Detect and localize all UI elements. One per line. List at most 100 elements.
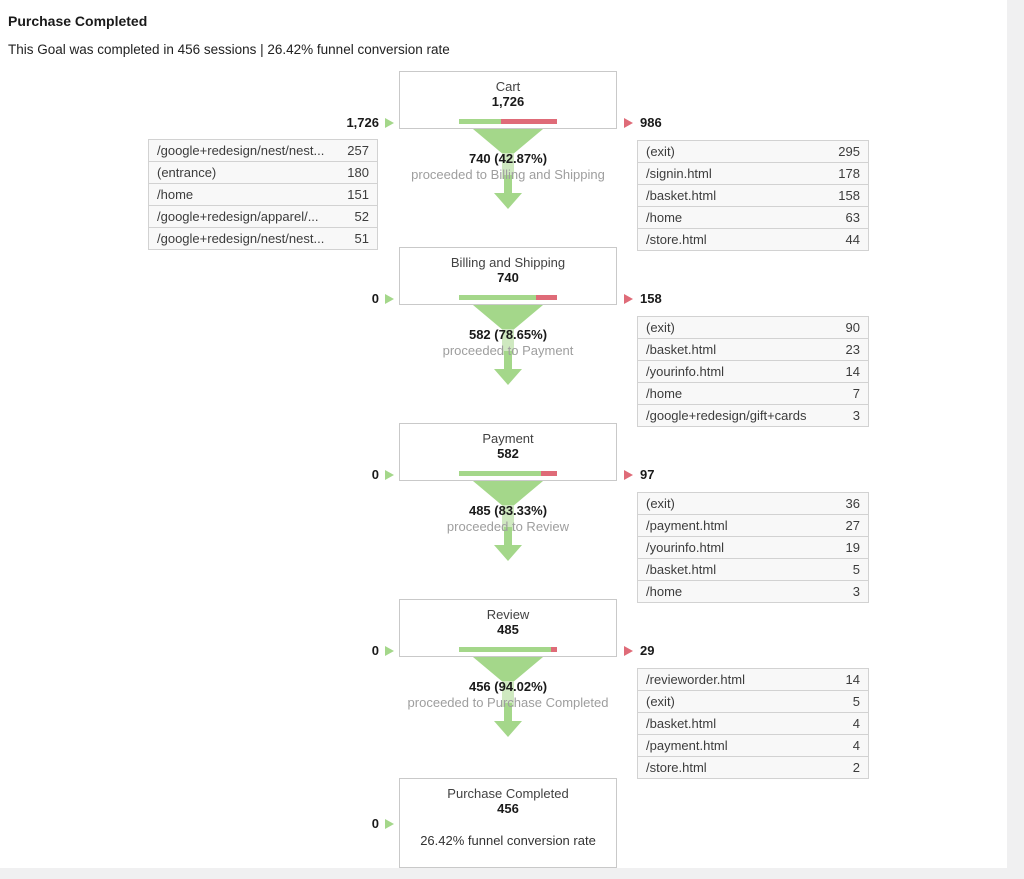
table-row: /store.html 2 <box>638 756 868 778</box>
row-label: /payment.html <box>646 738 728 753</box>
step-value: 1,726 <box>491 94 525 109</box>
row-value: 90 <box>845 320 860 335</box>
row-value: 52 <box>354 209 369 224</box>
exit-count: 97 <box>640 467 655 482</box>
row-label: /google+redesign/nest/nest... <box>157 143 325 158</box>
row-value: 180 <box>347 165 369 180</box>
inflow-count: 1,726 <box>346 115 379 130</box>
proceed-summary: 456 (94.02%) proceeded to Purchase Comple… <box>378 679 638 710</box>
bar-red-segment <box>536 295 557 300</box>
step-progress-bar <box>459 119 557 124</box>
funnel-arrow-icon <box>468 481 548 561</box>
bar-green-segment <box>459 647 552 652</box>
row-value: 36 <box>845 496 860 511</box>
row-label: /signin.html <box>646 166 712 181</box>
proceed-summary: 582 (78.65%) proceeded to Payment <box>378 327 638 358</box>
conversion-note: 26.42% funnel conversion rate <box>420 833 596 848</box>
inflow-marker: 0 <box>280 643 394 659</box>
exit-count: 29 <box>640 643 655 658</box>
table-row: (entrance) 180 <box>149 161 377 183</box>
row-value: 14 <box>845 672 860 687</box>
exit-table: (exit) 36/payment.html 27/yourinfo.html 19/… <box>637 492 869 603</box>
row-label: /basket.html <box>646 188 717 203</box>
row-value: 295 <box>838 144 860 159</box>
table-row: /payment.html 27 <box>638 514 868 536</box>
bar-red-segment <box>540 471 557 476</box>
step-name: Billing and Shipping <box>450 255 566 270</box>
inflow-marker: 0 <box>280 291 394 307</box>
page-title: Purchase Completed <box>8 13 148 29</box>
step-progress-bar <box>459 647 557 652</box>
inflow-marker: 1,726 <box>280 115 394 131</box>
row-value: 27 <box>845 518 860 533</box>
row-label: (entrance) <box>157 165 217 180</box>
exit-table: (exit) 90/basket.html 23/yourinfo.html 14/h… <box>637 316 869 427</box>
proceed-count: 456 (94.02%) <box>468 679 548 694</box>
row-label: /basket.html <box>646 342 717 357</box>
exit-marker: 29 <box>624 643 654 659</box>
table-row: /signin.html 178 <box>638 162 868 184</box>
proceed-count: 582 (78.65%) <box>468 327 548 342</box>
bar-red-segment <box>551 647 557 652</box>
table-row: /google+redesign/apparel/... 52 <box>149 205 377 227</box>
row-label: /yourinfo.html <box>646 364 725 379</box>
bar-green-segment <box>459 119 501 124</box>
inflow-arrow-icon <box>385 118 394 128</box>
table-row: (exit) 295 <box>638 140 868 162</box>
step-progress-bar <box>459 295 557 300</box>
exit-marker: 986 <box>624 115 662 131</box>
row-value: 23 <box>845 342 860 357</box>
inflow-arrow-icon <box>385 294 394 304</box>
bottom-gutter <box>0 868 1024 879</box>
funnel-step-box: Payment 582 <box>399 423 617 481</box>
exit-table: /revieworder.html 14 (exit) 5/basket.html 4/… <box>637 668 869 779</box>
row-label: /home <box>646 386 683 401</box>
table-row: /store.html 44 <box>638 228 868 250</box>
funnel-step-box: Review 485 <box>399 599 617 657</box>
table-row: (exit) 90 <box>638 316 868 338</box>
row-label: /store.html <box>646 760 707 775</box>
row-value: 178 <box>838 166 860 181</box>
table-row: /home 3 <box>638 580 868 602</box>
row-value: 44 <box>845 232 860 247</box>
step-name: Review <box>486 607 530 622</box>
table-row: /basket.html 5 <box>638 558 868 580</box>
inflow-marker: 0 <box>280 816 394 832</box>
row-value: 14 <box>845 364 860 379</box>
proceed-summary: 740 (42.87%) proceeded to Billing and Shi… <box>378 151 638 182</box>
step-progress-bar <box>459 471 557 476</box>
row-label: /home <box>646 584 683 599</box>
inflow-arrow-icon <box>385 819 394 829</box>
row-label: /basket.html <box>646 562 717 577</box>
inflow-arrow-icon <box>385 470 394 480</box>
table-row: /basket.html 4 <box>638 712 868 734</box>
row-value: 2 <box>852 760 860 775</box>
row-label: (exit) <box>646 320 675 335</box>
row-value: 5 <box>852 562 860 577</box>
inflow-count: 0 <box>371 643 379 658</box>
row-label: /google+redesign/nest/nest... <box>157 231 325 246</box>
funnel-arrow-icon <box>468 657 548 737</box>
inflow-count: 0 <box>371 291 379 306</box>
entrance-table: /google+redesign/nest/nest... 257 (entranc… <box>148 139 378 250</box>
row-label: /google+redesign/gift+cards <box>646 408 807 423</box>
row-value: 19 <box>845 540 860 555</box>
goal-summary: This Goal was completed in 456 sessions … <box>8 42 450 57</box>
table-row: /google+redesign/gift+cards 3 <box>638 404 868 426</box>
step-name: Purchase Completed <box>447 786 569 801</box>
step-name: Payment <box>482 431 534 446</box>
funnel-arrow-icon <box>468 305 548 385</box>
bar-green-segment <box>459 471 541 476</box>
inflow-count: 0 <box>371 816 379 831</box>
exit-arrow-icon <box>624 118 633 128</box>
table-row: /home 151 <box>149 183 377 205</box>
row-value: 151 <box>347 187 369 202</box>
table-row: /google+redesign/nest/nest... 257 <box>149 139 377 161</box>
exit-arrow-icon <box>624 294 633 304</box>
step-value: 740 <box>497 270 519 285</box>
step-value: 456 <box>497 801 519 816</box>
step-value: 485 <box>497 622 519 637</box>
proceed-label: proceeded to Payment <box>442 343 574 358</box>
table-row: /basket.html 23 <box>638 338 868 360</box>
step-name: Cart <box>495 79 521 94</box>
